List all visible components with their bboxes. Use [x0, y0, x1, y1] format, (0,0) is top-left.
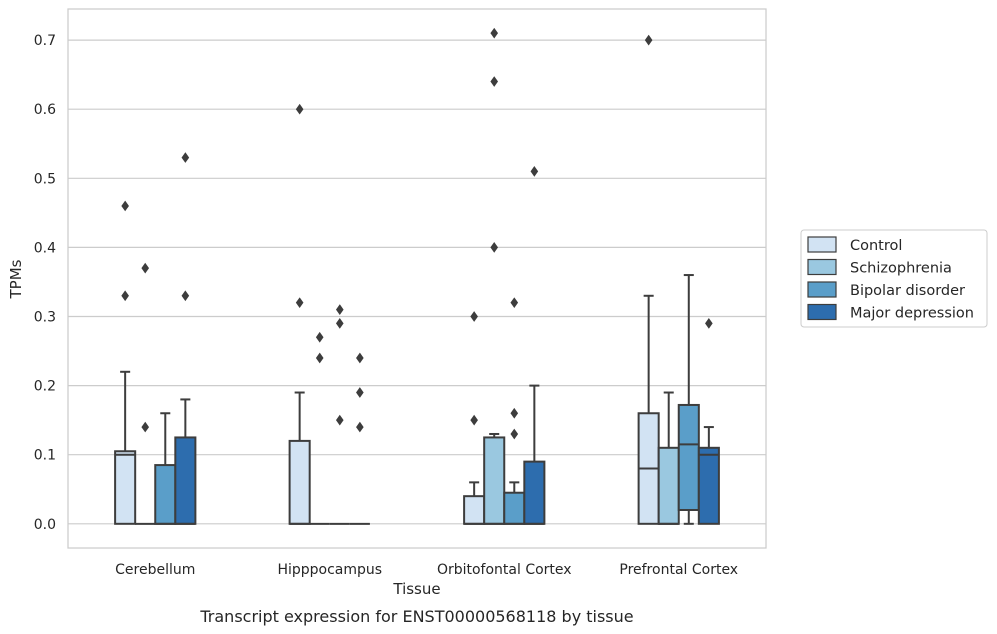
legend-swatch [807, 281, 837, 298]
outlier-point [335, 304, 344, 315]
series-major-depression [174, 152, 720, 525]
legend-label: Major depression [850, 306, 974, 322]
y-tick-label: 0.6 [34, 102, 56, 118]
x-tick-label: Hipppocampus [277, 562, 382, 578]
plot-frame [67, 8, 767, 549]
outlier-point [335, 414, 344, 426]
y-tick-label: 0.0 [34, 517, 56, 533]
outlier-point [470, 414, 478, 426]
box [154, 412, 177, 525]
box [329, 304, 350, 525]
box-body [174, 436, 197, 525]
legend-label: Control [850, 238, 902, 254]
outlier-point [510, 297, 519, 309]
box-body [503, 491, 526, 525]
box [288, 103, 311, 525]
legend-label: Bipolar disorder [850, 283, 965, 299]
outlier-point [295, 103, 304, 115]
box [697, 318, 720, 525]
box-body [677, 403, 700, 511]
outlier-point [181, 290, 190, 302]
y-tick-label: 0.7 [34, 33, 56, 49]
box-body [114, 450, 137, 525]
box-body [288, 439, 311, 525]
outlier-point [470, 311, 478, 322]
outlier-point [644, 34, 653, 46]
box-series [114, 27, 720, 525]
outlier-point [356, 352, 364, 364]
y-tick-label: 0.2 [34, 379, 56, 395]
y-tick-label: 0.3 [34, 310, 56, 326]
chart-caption: Transcript expression for ENST0000056811… [199, 607, 633, 626]
outlier-point [121, 200, 129, 212]
x-tick-label: Cerebellum [115, 562, 195, 578]
legend-label: Schizophrenia [850, 261, 952, 277]
box-body [463, 495, 486, 525]
outlier-point [490, 76, 499, 87]
outlier-point [121, 290, 129, 302]
box [135, 262, 156, 525]
outlier-point [295, 297, 304, 309]
outlier-point [510, 407, 519, 419]
box [309, 331, 330, 525]
box [523, 166, 546, 525]
box-body [657, 446, 680, 525]
outlier-point [356, 387, 364, 398]
box [463, 311, 486, 525]
x-tick-labels: Cerebellum Hipppocampus Orbitofontal Corte… [115, 562, 738, 578]
legend: Control Schizophrenia Bipolar disorder Majo… [800, 229, 988, 328]
legend-frame [800, 229, 988, 328]
legend-swatch [807, 258, 837, 276]
legend-item: Control [807, 236, 902, 254]
legend-item: Bipolar disorder [807, 281, 965, 299]
legend-item: Schizophrenia [807, 258, 952, 277]
y-tick-label: 0.1 [34, 448, 56, 464]
box [349, 352, 370, 525]
outlier-point [490, 242, 499, 253]
box [503, 297, 526, 525]
y-tick-label: 0.5 [34, 171, 56, 187]
series-control [114, 34, 660, 525]
outlier-point [510, 428, 519, 440]
box-body [154, 464, 177, 525]
x-axis-label: Tissue [392, 580, 440, 598]
outlier-point [490, 27, 499, 39]
outlier-point [141, 262, 150, 274]
outlier-point [181, 152, 190, 163]
outlier-point [335, 318, 344, 329]
x-tick-label: Prefrontal Cortex [619, 562, 738, 578]
box [174, 152, 197, 525]
box [483, 27, 506, 525]
box [677, 274, 700, 525]
box-body [483, 436, 506, 525]
box-body [697, 446, 720, 525]
legend-swatch [807, 303, 837, 321]
outlier-point [315, 352, 324, 364]
outlier-point [356, 421, 364, 433]
legend-swatch [807, 236, 837, 253]
box [114, 200, 137, 525]
y-tick-labels: 0.0 0.1 0.2 0.3 0.4 0.5 0.6 0.7 [34, 33, 56, 533]
y-tick-label: 0.4 [34, 240, 56, 256]
series-bipolar-disorder [154, 274, 700, 525]
outlier-point [315, 331, 324, 343]
outlier-point [141, 421, 150, 433]
y-axis-label: TPMs [7, 259, 25, 299]
series-schizophrenia [135, 27, 680, 525]
box-body [523, 460, 546, 525]
outlier-point [705, 318, 713, 329]
box [657, 391, 680, 525]
legend-item: Major depression [807, 303, 974, 322]
outlier-point [530, 166, 539, 177]
x-tick-label: Orbitofontal Cortex [437, 562, 572, 578]
